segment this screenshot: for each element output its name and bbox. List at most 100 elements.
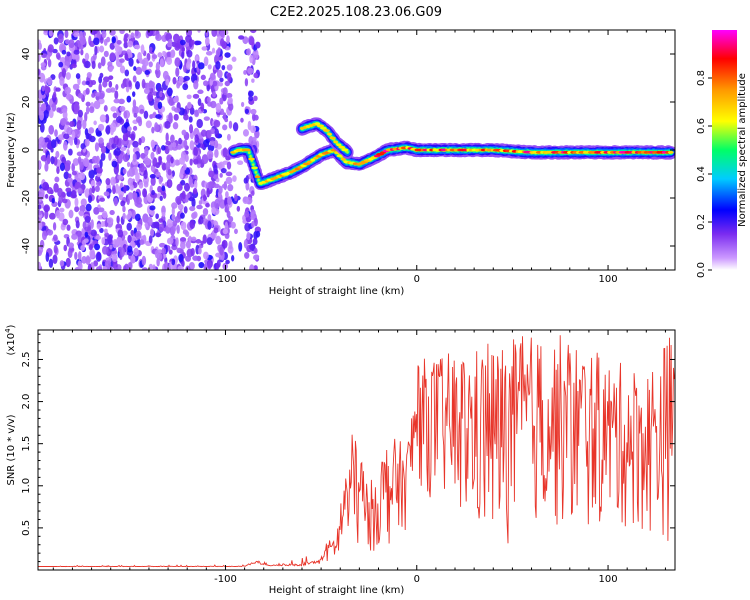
noise-blob bbox=[231, 56, 237, 62]
noise-blob bbox=[39, 239, 45, 249]
noise-blob bbox=[122, 154, 130, 163]
noise-blob bbox=[142, 213, 149, 223]
noise-blob bbox=[234, 193, 238, 202]
noise-blob bbox=[113, 135, 119, 146]
noise-blob bbox=[248, 95, 254, 102]
noise-blob bbox=[141, 255, 147, 266]
noise-blob bbox=[96, 167, 103, 174]
main-signal-track-core bbox=[251, 166, 258, 170]
noise-blob bbox=[84, 60, 91, 69]
noise-blob bbox=[119, 106, 126, 112]
noise-blob bbox=[51, 139, 57, 149]
noise-blob bbox=[200, 129, 207, 137]
noise-blob bbox=[176, 247, 183, 254]
noise-blob bbox=[136, 223, 142, 231]
noise-blob bbox=[141, 78, 146, 89]
noise-blob bbox=[198, 62, 205, 70]
main-signal-track-segment bbox=[254, 170, 258, 174]
noise-blob bbox=[216, 69, 223, 79]
noise-blob bbox=[199, 143, 204, 149]
noise-blob bbox=[132, 91, 136, 97]
noise-blob bbox=[226, 196, 232, 206]
noise-blob bbox=[188, 175, 193, 186]
noise-blob bbox=[184, 182, 191, 192]
noise-blob bbox=[67, 176, 73, 183]
noise-blob bbox=[189, 123, 194, 134]
noise-blob bbox=[77, 109, 83, 118]
noise-blob bbox=[216, 162, 223, 169]
noise-blob bbox=[127, 245, 133, 253]
noise-blob bbox=[77, 156, 82, 164]
colorbar-tick-label: 0.2 bbox=[696, 214, 707, 230]
noise-blob bbox=[71, 130, 76, 141]
noise-blob bbox=[75, 220, 80, 229]
noise-blob bbox=[158, 156, 162, 165]
noise-blob bbox=[120, 146, 127, 152]
noise-blob bbox=[218, 81, 224, 87]
noise-blob bbox=[146, 30, 154, 37]
noise-blob bbox=[206, 96, 211, 103]
noise-blob bbox=[108, 152, 112, 161]
noise-blob bbox=[80, 198, 87, 207]
noise-blob bbox=[249, 125, 257, 134]
noise-blob bbox=[168, 112, 173, 122]
noise-blob bbox=[192, 211, 198, 219]
noise-blob bbox=[172, 122, 179, 130]
noise-blob bbox=[90, 180, 96, 189]
noise-blob bbox=[222, 87, 228, 96]
noise-blob bbox=[162, 70, 169, 80]
noise-blob bbox=[143, 88, 150, 94]
noise-blob bbox=[103, 50, 109, 58]
noise-blob bbox=[198, 200, 203, 205]
noise-blob bbox=[189, 219, 196, 230]
noise-blob bbox=[192, 187, 198, 195]
noise-blob bbox=[126, 170, 131, 178]
noise-blob bbox=[103, 191, 110, 197]
noise-blob bbox=[52, 234, 58, 241]
noise-blob bbox=[183, 206, 188, 214]
noise-blob bbox=[187, 102, 191, 108]
noise-blob bbox=[91, 185, 96, 194]
noise-blob bbox=[100, 145, 107, 154]
noise-blob bbox=[185, 230, 190, 238]
noise-blob bbox=[194, 134, 199, 144]
noise-blob bbox=[102, 80, 108, 88]
noise-blob bbox=[202, 194, 207, 202]
noise-blob bbox=[52, 91, 57, 99]
noise-blob bbox=[58, 61, 64, 68]
main-signal-track-segment bbox=[247, 151, 251, 154]
noise-blob bbox=[169, 225, 176, 236]
main-signal-track-segment bbox=[251, 163, 255, 166]
snr-y-tick-label: 1.0 bbox=[21, 478, 32, 494]
noise-blob bbox=[250, 108, 257, 115]
noise-blob bbox=[183, 75, 190, 81]
noise-blob bbox=[106, 217, 114, 225]
noise-blob bbox=[173, 96, 178, 103]
noise-blob bbox=[48, 258, 54, 269]
noise-blob bbox=[186, 94, 192, 100]
noise-blob bbox=[219, 108, 225, 116]
noise-blob bbox=[193, 40, 200, 46]
noise-blob bbox=[255, 41, 261, 49]
noise-blob bbox=[132, 192, 138, 201]
noise-blob bbox=[205, 50, 213, 56]
noise-blob bbox=[130, 255, 136, 264]
noise-blob bbox=[138, 137, 142, 146]
noise-blob bbox=[58, 195, 64, 204]
noise-blob bbox=[117, 174, 124, 180]
noise-blob bbox=[46, 229, 54, 236]
noise-blob bbox=[72, 83, 80, 91]
noise-blob bbox=[101, 237, 106, 245]
branch-signal-track-core bbox=[323, 129, 330, 132]
noise-blob bbox=[166, 51, 171, 58]
noise-blob bbox=[110, 176, 116, 186]
noise-blob bbox=[71, 233, 78, 240]
colorbar-gradient bbox=[712, 30, 737, 270]
noise-blob bbox=[46, 77, 53, 86]
noise-blob bbox=[203, 251, 209, 260]
noise-blob bbox=[54, 176, 60, 183]
noise-blob bbox=[205, 202, 210, 208]
noise-blob bbox=[59, 162, 65, 172]
noise-blob bbox=[149, 173, 156, 179]
noise-blob bbox=[139, 108, 145, 114]
